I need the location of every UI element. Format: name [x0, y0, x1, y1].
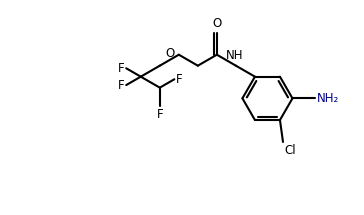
Text: F: F — [176, 73, 183, 86]
Text: Cl: Cl — [285, 144, 296, 157]
Text: NH₂: NH₂ — [317, 92, 339, 105]
Text: F: F — [157, 108, 163, 121]
Text: O: O — [166, 47, 175, 60]
Text: F: F — [118, 62, 124, 75]
Text: F: F — [118, 78, 124, 92]
Text: O: O — [212, 17, 222, 30]
Text: NH: NH — [226, 49, 243, 62]
